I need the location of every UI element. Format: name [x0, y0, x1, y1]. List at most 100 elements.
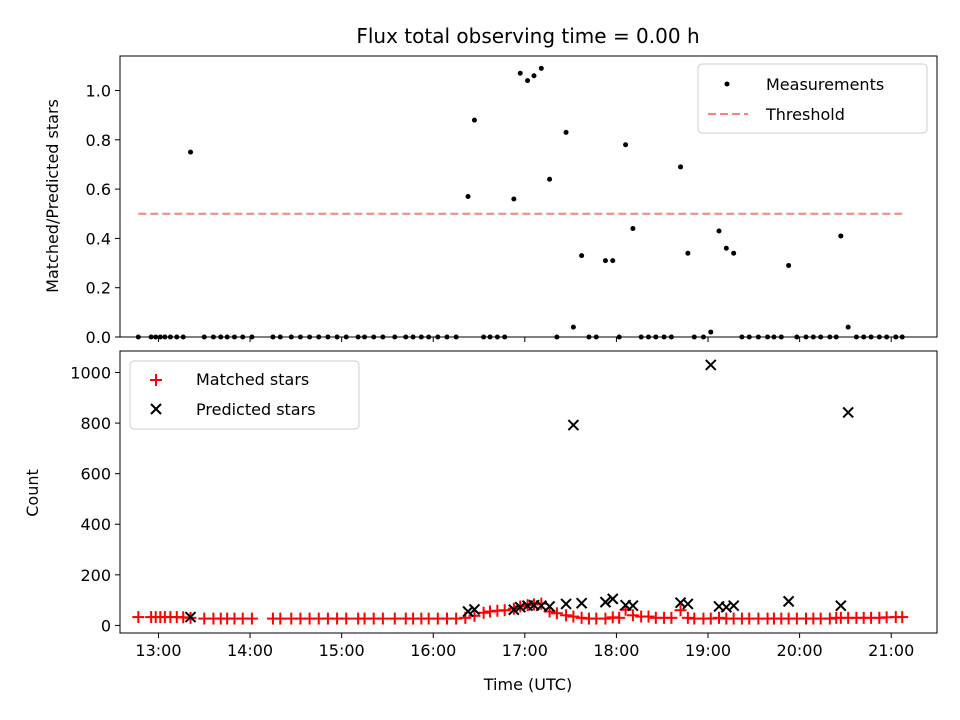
- measurements-point: [602, 258, 608, 264]
- legend-marker-measurements: [724, 81, 730, 87]
- predicted-stars-point: [842, 406, 854, 419]
- bottom-x-tick-label: 16:00: [410, 641, 456, 660]
- measurements-point: [579, 253, 585, 259]
- top-legend: Measurements Threshold: [697, 63, 928, 134]
- bottom-x-tick-label: 19:00: [685, 641, 731, 660]
- top-y-tick-label: 0.6: [86, 180, 111, 199]
- bottom-y-tick-label: 200: [80, 566, 111, 585]
- bottom-x-tick-label: 14:00: [227, 641, 273, 660]
- legend-marker-predicted-stars: [150, 403, 162, 415]
- measurements-point: [471, 117, 477, 123]
- matched-stars-point: [388, 612, 401, 625]
- measurements-point: [570, 324, 576, 330]
- matched-stars-point: [132, 611, 145, 624]
- bottom-y-tick-label: 800: [80, 414, 111, 433]
- matched-stars-point: [560, 609, 573, 622]
- predicted-stars-point: [607, 593, 619, 605]
- matched-stars-point: [477, 606, 490, 619]
- predicted-stars-point: [835, 599, 847, 612]
- measurements-point: [838, 233, 844, 239]
- top-panel: Flux total observing time = 0.00 h Match…: [43, 24, 938, 347]
- measurements-point: [678, 164, 684, 170]
- measurements-point: [623, 142, 629, 148]
- measurements-point: [517, 70, 523, 76]
- predicted-stars-point: [468, 603, 481, 616]
- predicted-stars-point: [462, 605, 474, 618]
- top-y-tick-label: 0.4: [86, 229, 111, 248]
- matched-stars-point: [896, 611, 909, 624]
- legend-marker-matched-stars: [150, 374, 162, 386]
- bottom-y-tick-label: 400: [80, 515, 111, 534]
- legend-label-predicted-stars: Predicted stars: [196, 400, 316, 419]
- matched-stars-point: [599, 612, 612, 625]
- matched-stars-point: [274, 612, 287, 625]
- matched-stars-point: [340, 612, 353, 625]
- measurements-point: [630, 226, 636, 232]
- predicted-stars-point: [782, 595, 795, 608]
- measurements-point: [525, 78, 531, 84]
- predicted-stars-point: [575, 597, 588, 609]
- predicted-stars-point: [705, 359, 717, 371]
- matched-stars-point: [665, 611, 678, 624]
- measurements-point: [531, 73, 537, 79]
- bottom-panel: Count Time (UTC) 13:00 14:00 15:00 16:00 17:…: [23, 350, 938, 694]
- bottom-x-tick-label: 13:00: [135, 641, 181, 660]
- top-legend-box: [697, 63, 928, 134]
- bottom-y-tick-label: 1000: [70, 363, 111, 382]
- measurements-point: [511, 196, 517, 202]
- bottom-x-tick-label: 18:00: [593, 641, 639, 660]
- measurements-point: [786, 263, 792, 269]
- bottom-legend: Matched stars Predicted stars: [129, 360, 360, 430]
- matched-stars-point: [550, 607, 563, 620]
- measurements-point: [563, 129, 569, 135]
- measurements-point: [716, 228, 722, 234]
- predicted-stars-point: [543, 600, 556, 613]
- bottom-y-axis-label: Count: [23, 469, 42, 517]
- measurements-point: [547, 176, 553, 182]
- predicted-stars-point: [560, 598, 572, 610]
- predicted-stars-point: [599, 596, 612, 608]
- matched-stars-point: [613, 611, 626, 624]
- matched-stars-point: [376, 612, 389, 625]
- legend-label-threshold: Threshold: [765, 105, 845, 124]
- predicted-stars-point: [567, 419, 580, 431]
- matched-stars-point: [245, 612, 258, 625]
- measurements-point: [723, 245, 729, 251]
- measurements-point: [538, 65, 544, 71]
- matched-stars-point: [535, 597, 548, 610]
- bottom-y-tick-label: 0: [101, 616, 111, 635]
- top-y-tick-label: 0.8: [86, 131, 111, 150]
- legend-label-measurements: Measurements: [766, 75, 884, 94]
- matched-stars-point: [567, 610, 580, 623]
- predicted-stars-point: [727, 599, 740, 612]
- x-axis-label: Time (UTC): [483, 675, 572, 694]
- top-y-tick-label: 0.0: [86, 328, 111, 347]
- measurements-point: [685, 250, 691, 256]
- top-y-tick-label: 1.0: [86, 82, 111, 101]
- measurements-point: [731, 250, 737, 256]
- measurements-point: [708, 329, 714, 335]
- predicted-stars-point: [682, 598, 694, 610]
- top-plot-frame: [119, 55, 938, 338]
- measurements-point: [188, 149, 194, 155]
- chart-title: Flux total observing time = 0.00 h: [356, 24, 699, 48]
- top-y-tick-label: 0.2: [86, 279, 111, 298]
- measurements-point: [610, 258, 616, 264]
- measurements-point: [845, 324, 851, 330]
- matched-stars-point: [626, 609, 639, 622]
- predicted-stars-point: [184, 611, 197, 623]
- matched-stars-point: [642, 610, 655, 623]
- bottom-legend-box: [129, 360, 360, 430]
- matched-stars-point: [674, 604, 687, 617]
- top-axis-ticks: 0.0 0.2 0.4 0.6 0.8 1.0: [86, 82, 892, 347]
- bottom-axis-ticks: 13:00 14:00 15:00 16:00 17:00 18:00 19:00 20:00…: [70, 363, 914, 660]
- bottom-plot-frame: [119, 350, 938, 634]
- matched-stars-point: [498, 604, 511, 617]
- legend-label-matched-stars: Matched stars: [196, 370, 309, 389]
- bottom-y-tick-label: 600: [80, 465, 111, 484]
- matched-stars-point: [468, 609, 481, 622]
- predicted-stars-point: [508, 604, 520, 616]
- bottom-x-tick-label: 17:00: [502, 641, 548, 660]
- bottom-x-tick-label: 21:00: [868, 641, 914, 660]
